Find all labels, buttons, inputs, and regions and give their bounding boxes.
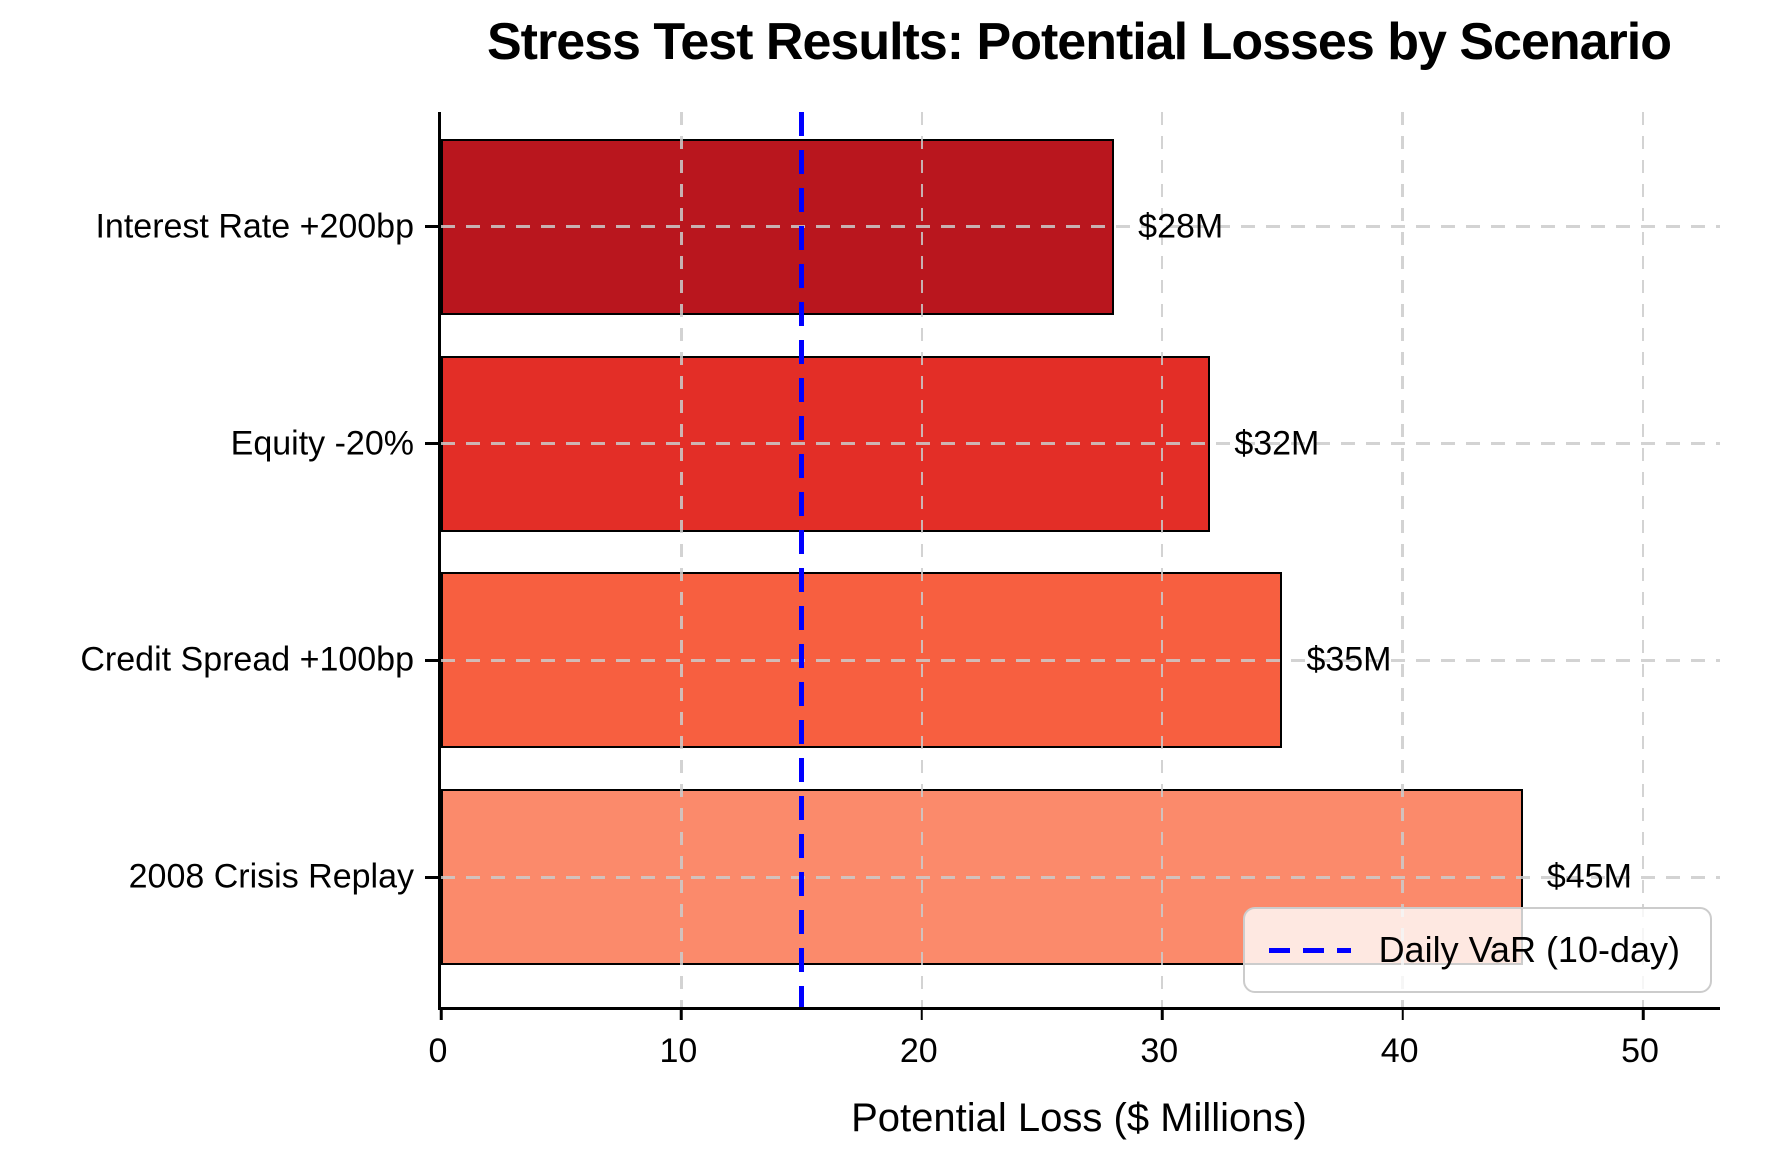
bar-3 (441, 572, 1283, 749)
legend-label: Daily VaR (10-day) (1378, 929, 1680, 970)
x-tick-label: 0 (428, 1032, 448, 1070)
x-tick-label: 10 (659, 1032, 698, 1070)
x-tick-label: 40 (1380, 1032, 1419, 1070)
x-tick-label: 20 (899, 1032, 938, 1070)
legend: Daily VaR (10-day) (1242, 907, 1712, 993)
bar-2 (441, 355, 1211, 532)
x-axis-title: Potential Loss ($ Millions) (851, 1096, 1307, 1140)
x-tick-mark (1641, 1007, 1645, 1020)
chart-title: Stress Test Results: Potential Losses by… (486, 13, 1672, 71)
y-tick-mark (425, 442, 438, 445)
y-tick-mark (425, 225, 438, 228)
bar-value-label: $28M (1138, 207, 1224, 246)
x-tick-label: 30 (1140, 1032, 1179, 1070)
y-category-label: Interest Rate +200bp (95, 207, 414, 246)
y-category-label: 2008 Crisis Replay (128, 857, 414, 896)
y-category-label: Equity -20% (230, 424, 414, 462)
bar-1 (441, 138, 1115, 315)
x-tick-mark (1160, 1007, 1164, 1020)
bar-value-label: $35M (1306, 640, 1392, 679)
x-tick-mark (1401, 1007, 1404, 1020)
legend-dashed-line-sample (1268, 947, 1351, 953)
bar-value-label: $32M (1234, 424, 1320, 462)
y-tick-mark (425, 876, 438, 879)
y-tick-mark (425, 659, 438, 662)
var-reference-line (799, 112, 805, 1007)
y-axis-labels: Interest Rate +200bp Equity -20% Credit Sp… (0, 112, 414, 1010)
x-tick-mark (439, 1007, 443, 1020)
bar-value-label: $45M (1546, 857, 1632, 896)
vertical-gridline (1641, 112, 1645, 1007)
x-tick-mark (680, 1007, 683, 1020)
x-tick-mark (920, 1007, 924, 1020)
x-tick-label: 50 (1621, 1032, 1659, 1070)
plot-area: $28M $32M $35M $45M Daily VaR (10-day) (425, 112, 1720, 1020)
y-category-label: Credit Spread +100bp (80, 640, 414, 679)
